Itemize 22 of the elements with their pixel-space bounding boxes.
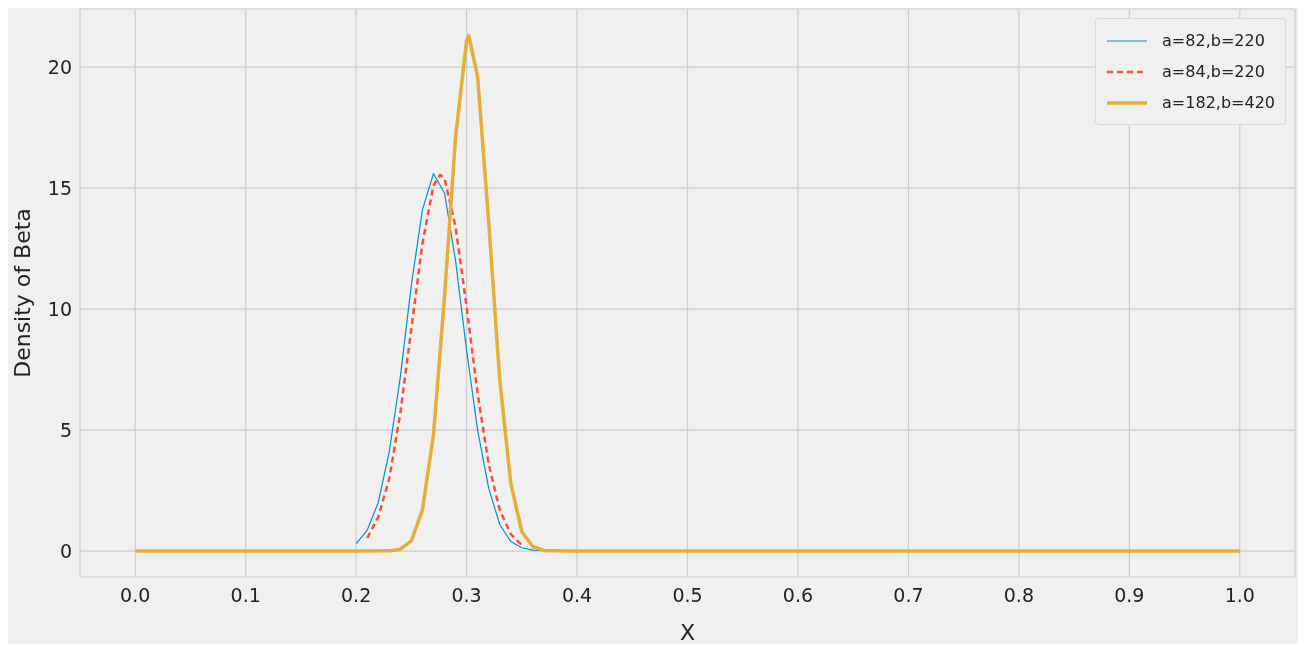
y-axis-title: Density of Beta — [9, 208, 35, 378]
legend-label: a=182,b=420 — [1162, 93, 1275, 112]
x-tick-label: 0.0 — [120, 584, 151, 607]
x-tick-label: 0.2 — [341, 584, 372, 607]
x-tick-label: 0.4 — [561, 584, 593, 607]
y-tick-label: 20 — [47, 55, 72, 78]
x-tick-label: 0.3 — [451, 584, 482, 607]
y-tick-label: 15 — [47, 176, 72, 199]
line-series — [365, 173, 524, 547]
x-tick-label: 0.6 — [782, 584, 814, 607]
x-axis-title: X — [679, 620, 696, 645]
x-tick-label: 0.8 — [1003, 584, 1034, 607]
legend-label: a=84,b=220 — [1162, 62, 1265, 81]
y-tick-label: 0 — [59, 539, 72, 562]
x-tick-label: 0.7 — [893, 584, 924, 607]
x-tick-label: 1.0 — [1224, 584, 1255, 607]
x-tick-label: 0.1 — [230, 584, 261, 607]
x-tick-label: 0.5 — [672, 584, 703, 607]
legend-label: a=82,b=220 — [1162, 31, 1265, 50]
y-tick-label: 5 — [59, 418, 72, 441]
x-tick-label: 0.9 — [1114, 584, 1145, 607]
y-tick-label: 10 — [47, 297, 72, 320]
